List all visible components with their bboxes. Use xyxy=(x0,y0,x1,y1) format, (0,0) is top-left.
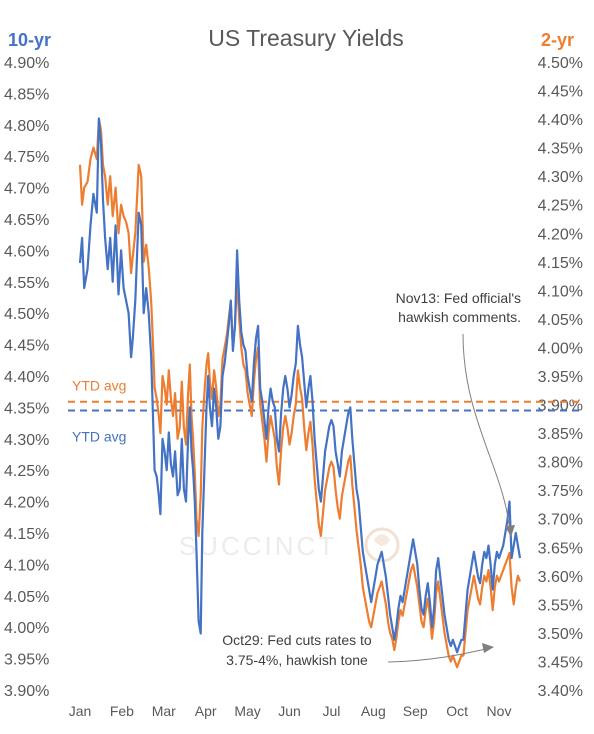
ytd-avg-label: YTD avg xyxy=(72,378,126,394)
left-tick-label: 4.70% xyxy=(4,181,49,198)
left-tick-label: 4.35% xyxy=(4,400,49,417)
x-tick-label: Aug xyxy=(361,703,386,719)
left-tick-label: 3.95% xyxy=(4,652,49,669)
right-tick-label: 4.45% xyxy=(538,84,583,101)
right-tick-label: 3.85% xyxy=(538,426,583,443)
left-tick-label: 4.00% xyxy=(4,620,49,637)
left-tick-label: 4.60% xyxy=(4,243,49,260)
x-tick-label: Jul xyxy=(322,703,340,719)
left-tick-label: 4.25% xyxy=(4,463,49,480)
x-tick-label: Feb xyxy=(110,703,134,719)
x-tick-label: Sep xyxy=(403,703,428,719)
left-tick-label: 4.65% xyxy=(4,212,49,229)
right-tick-label: 3.55% xyxy=(538,597,583,614)
left-axis-ticks: 4.90% 4.85% 4.80% 4.75% 4.70% 4.65% 4.60% 4.55%… xyxy=(4,55,49,700)
watermark-logo-icon xyxy=(364,527,400,563)
left-tick-label: 4.15% xyxy=(4,526,49,543)
annotation-oct29-text: Oct29: Fed cuts rates to xyxy=(222,632,372,648)
right-axis-title: 2-yr xyxy=(541,30,574,50)
right-tick-label: 4.40% xyxy=(538,112,583,129)
annotation-oct29-text: 3.75-4%, hawkish tone xyxy=(226,652,368,668)
ytd-average-lines: YTD avg YTD avg xyxy=(68,378,584,445)
left-tick-label: 4.80% xyxy=(4,118,49,135)
right-tick-label: 3.60% xyxy=(538,569,583,586)
annotation-nov13-text: hawkish comments. xyxy=(398,309,521,325)
left-tick-label: 4.75% xyxy=(4,149,49,166)
left-tick-label: 4.45% xyxy=(4,338,49,355)
x-tick-label: May xyxy=(234,703,260,719)
left-tick-label: 4.85% xyxy=(4,86,49,103)
right-tick-label: 4.00% xyxy=(538,340,583,357)
x-tick-label: Oct xyxy=(446,703,468,719)
annotation-nov13-arrow xyxy=(462,333,511,534)
x-tick-label: Mar xyxy=(152,703,176,719)
ytd-avg-label: YTD avg xyxy=(72,429,126,445)
left-tick-label: 4.10% xyxy=(4,557,49,574)
left-tick-label: 3.90% xyxy=(4,683,49,700)
left-tick-label: 4.05% xyxy=(4,589,49,606)
right-tick-label: 4.20% xyxy=(538,226,583,243)
x-tick-label: Jan xyxy=(69,703,92,719)
x-axis-ticks: Jan Feb Mar Apr May Jun Jul Aug Sep Oct Nov xyxy=(69,703,512,719)
x-tick-label: Jun xyxy=(278,703,301,719)
left-tick-label: 4.55% xyxy=(4,275,49,292)
series-layer xyxy=(78,117,522,669)
x-tick-label: Apr xyxy=(195,703,217,719)
left-tick-label: 4.30% xyxy=(4,432,49,449)
left-tick-label: 4.40% xyxy=(4,369,49,386)
left-axis-title: 10-yr xyxy=(8,30,51,50)
annotation-nov13-text: Nov13: Fed official's xyxy=(396,290,521,306)
right-axis-ticks: 4.50% 4.45% 4.40% 4.35% 4.30% 4.25% 4.20% 4.15%… xyxy=(538,55,583,700)
watermark-text: SUCCINCT xyxy=(179,531,337,561)
annotation-layer: Nov13: Fed official's hawkish comments. Oc… xyxy=(222,290,521,668)
right-tick-label: 4.10% xyxy=(538,283,583,300)
annotation-oct29-arrow xyxy=(387,647,491,663)
right-tick-label: 3.40% xyxy=(538,683,583,700)
chart-title: US Treasury Yields xyxy=(208,25,404,51)
right-tick-label: 4.25% xyxy=(538,198,583,215)
x-tick-label: Nov xyxy=(487,703,512,719)
right-tick-label: 3.65% xyxy=(538,540,583,557)
annotation-nov13-arrowhead-icon xyxy=(505,525,515,537)
annotation-oct29-arrowhead-icon xyxy=(482,643,494,653)
right-tick-label: 3.75% xyxy=(538,483,583,500)
right-tick-label: 3.70% xyxy=(538,512,583,529)
left-tick-label: 4.20% xyxy=(4,495,49,512)
left-tick-label: 4.50% xyxy=(4,306,49,323)
right-tick-label: 3.50% xyxy=(538,626,583,643)
right-tick-label: 4.30% xyxy=(538,169,583,186)
series-line-10yr xyxy=(78,117,522,654)
right-tick-label: 3.95% xyxy=(538,369,583,386)
right-tick-label: 4.50% xyxy=(538,55,583,72)
right-tick-label: 4.15% xyxy=(538,255,583,272)
right-tick-label: 3.80% xyxy=(538,455,583,472)
watermark-layer: SUCCINCT xyxy=(179,527,400,563)
right-tick-label: 3.90% xyxy=(538,398,583,415)
right-tick-label: 4.35% xyxy=(538,141,583,158)
series-line-2yr xyxy=(78,118,522,669)
right-tick-label: 4.05% xyxy=(538,312,583,329)
left-tick-label: 4.90% xyxy=(4,55,49,72)
right-tick-label: 3.45% xyxy=(538,654,583,671)
